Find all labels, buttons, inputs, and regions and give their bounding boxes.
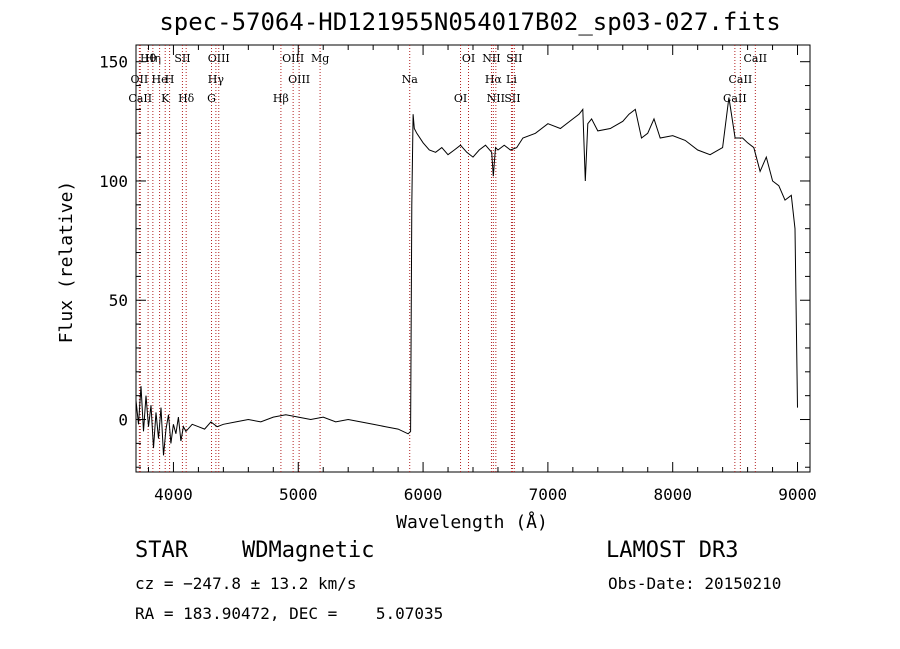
x-tick-label: 4000 xyxy=(154,485,193,504)
spectral-line-label: Hα xyxy=(485,73,503,86)
spectral-line-label: K xyxy=(161,92,170,105)
spectral-line-label: OIII xyxy=(208,52,230,65)
spectral-line-label: SII xyxy=(504,92,520,105)
y-tick-label: 0 xyxy=(118,411,128,430)
x-tick-label: 8000 xyxy=(653,485,692,504)
spectral-line-label: Hβ xyxy=(273,92,289,105)
x-axis-label: Wavelength (Å) xyxy=(396,511,548,533)
spectral-line-label: G xyxy=(207,92,216,105)
spectrum-series-line xyxy=(135,97,798,456)
y-tick-label: 100 xyxy=(99,172,128,191)
plot-frame xyxy=(135,44,811,473)
spectral-line-label: CaII xyxy=(743,52,767,65)
spectral-line-label: NII xyxy=(482,52,500,65)
y-tick-label: 150 xyxy=(99,53,128,72)
spectral-line-label: OI xyxy=(462,52,475,65)
y-tick-label: 50 xyxy=(109,291,128,310)
spectral-line-label: OI xyxy=(454,92,467,105)
spectral-line-label: OII xyxy=(131,73,149,86)
spectral-line-label: CaII xyxy=(729,73,753,86)
object-subclass: WDMagnetic xyxy=(242,538,375,563)
spectral-line-label: OIII xyxy=(282,52,304,65)
spectral-line-label: Na xyxy=(402,73,419,86)
object-type: STAR xyxy=(135,538,188,563)
x-tick-label: 7000 xyxy=(529,485,568,504)
spectral-line-label: Hη xyxy=(145,52,161,65)
x-tick-label: 5000 xyxy=(279,485,318,504)
spectral-line-label: Li xyxy=(506,73,517,86)
spectral-line-label: H xyxy=(165,73,175,86)
chart-title: spec-57064-HD121955N054017B02_sp03-027.f… xyxy=(159,8,781,36)
survey-name: LAMOST DR3 xyxy=(606,538,739,563)
plot-area: HθOIICaIIHηHeKSIIHHδOIIIHγGOIIIOIIIHβMgN… xyxy=(99,44,817,504)
spectral-line-label: NII xyxy=(487,92,505,105)
spectral-line-label: CaII xyxy=(128,92,152,105)
spectral-line-label: SII xyxy=(506,52,522,65)
spectral-line-label: Hδ xyxy=(178,92,195,105)
x-tick-label: 9000 xyxy=(778,485,817,504)
spectral-line-label: CaII xyxy=(723,92,747,105)
spectral-line-label: Mg xyxy=(311,52,329,65)
x-tick-label: 6000 xyxy=(404,485,443,504)
spectral-line-label: OIII xyxy=(288,73,310,86)
y-axis-label: Flux (relative) xyxy=(56,181,77,344)
spectral-line-label: He xyxy=(152,73,168,86)
obs-date: Obs-Date: 20150210 xyxy=(608,574,782,593)
spectral-line-label: SII xyxy=(174,52,190,65)
spectral-line-label: Hγ xyxy=(208,73,225,86)
ra-dec: RA = 183.90472, DEC = 5.07035 xyxy=(135,604,444,623)
redshift-cz: cz = −247.8 ± 13.2 km/s xyxy=(135,574,357,593)
